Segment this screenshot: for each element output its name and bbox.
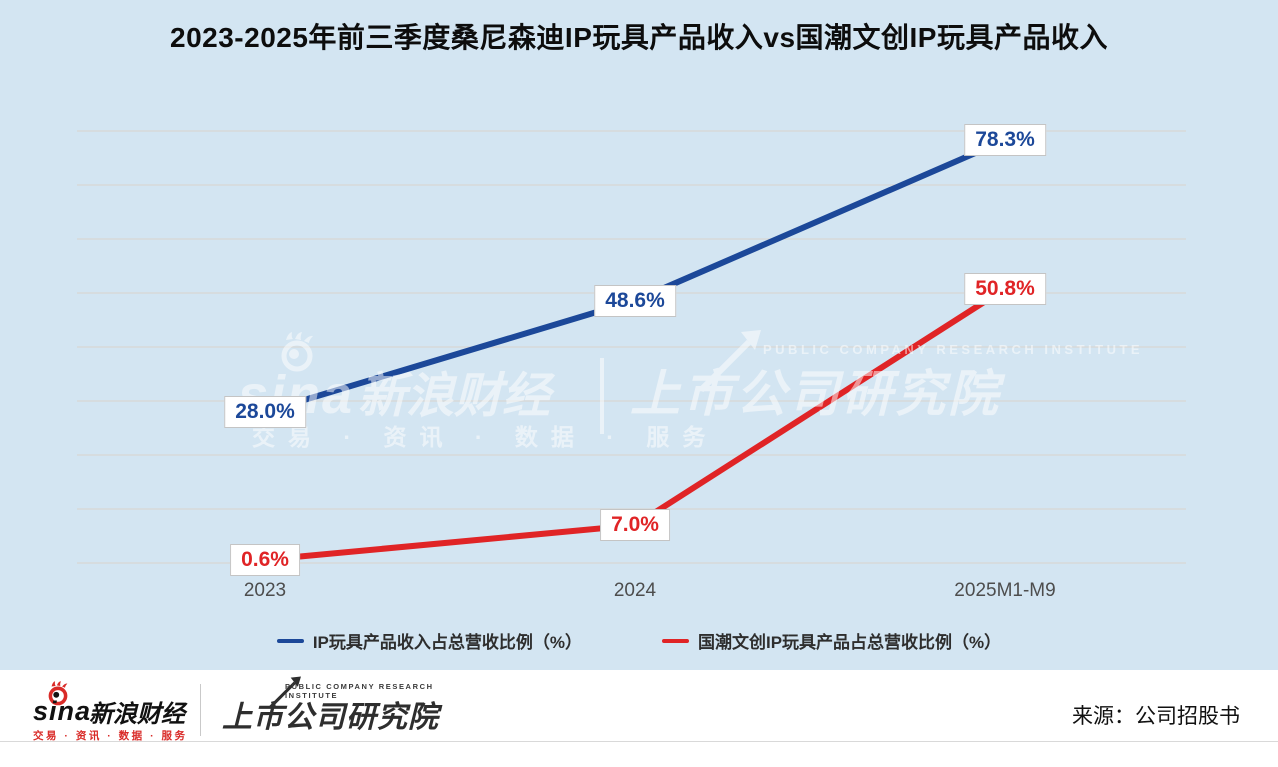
data-label-series0-2025M1-M9: 78.3% (964, 124, 1046, 157)
source-label: 来源：公司招股书 (1072, 705, 1240, 728)
footer-rule (0, 741, 1278, 742)
legend: IP玩具产品收入占总营收比例（%） 国潮文创IP玩具产品占总营收比例（%） (0, 628, 1278, 653)
sina-tagline: 交易 · 资讯 · 数据 · 服务 (33, 730, 188, 742)
legend-label-guochao: 国潮文创IP玩具产品占总营收比例（%） (698, 633, 1002, 652)
footer-divider (200, 684, 201, 736)
pcri-arrow-icon (269, 676, 301, 709)
pcri-logo-cn: 上市公司研究院 (222, 701, 439, 734)
legend-swatch-blue-icon (276, 638, 304, 643)
sina-logo: sina 新浪财经 交易 · 资讯 · 数据 · 服务 (25, 680, 195, 742)
sina-logo-cn: 新浪财经 (89, 701, 185, 728)
data-label-series0-2023: 28.0% (224, 395, 306, 428)
footer: sina 新浪财经 交易 · 资讯 · 数据 · 服务 PUBLIC COMPA… (0, 670, 1278, 767)
series-line-0 (264, 137, 1007, 415)
x-axis-label-2023: 2023 (243, 580, 287, 601)
pcri-logo-en: PUBLIC COMPANY RESEARCH INSTITUTE (285, 682, 434, 700)
chart-title: 2023-2025年前三季度桑尼森迪IP玩具产品收入vs国潮文创IP玩具产品收入 (170, 22, 1108, 53)
data-label-series1-2025M1-M9: 50.8% (964, 272, 1046, 305)
legend-swatch-red-icon (662, 638, 689, 643)
chart-area: 2023-2025年前三季度桑尼森迪IP玩具产品收入vs国潮文创IP玩具产品收入… (0, 0, 1278, 670)
data-label-series1-2024: 7.0% (600, 509, 670, 542)
x-axis-label-2025m1m9: 2025M1-M9 (954, 580, 1056, 601)
legend-label-ip-toys: IP玩具产品收入占总营收比例（%） (312, 633, 582, 652)
legend-item-guochao: 国潮文创IP玩具产品占总营收比例（%） (662, 628, 1001, 653)
sina-eye-icon (48, 681, 68, 706)
line-chart-plot (77, 130, 1186, 564)
pcri-logo: PUBLIC COMPANY RESEARCH INSTITUTE 上市公司研究… (222, 676, 482, 740)
x-axis-label-2024: 2024 (613, 580, 657, 601)
data-label-series0-2024: 48.6% (594, 284, 676, 317)
sina-logo-word: sina (33, 696, 92, 726)
data-label-series1-2023: 0.6% (230, 543, 300, 576)
legend-item-ip-toys: IP玩具产品收入占总营收比例（%） (276, 628, 582, 653)
